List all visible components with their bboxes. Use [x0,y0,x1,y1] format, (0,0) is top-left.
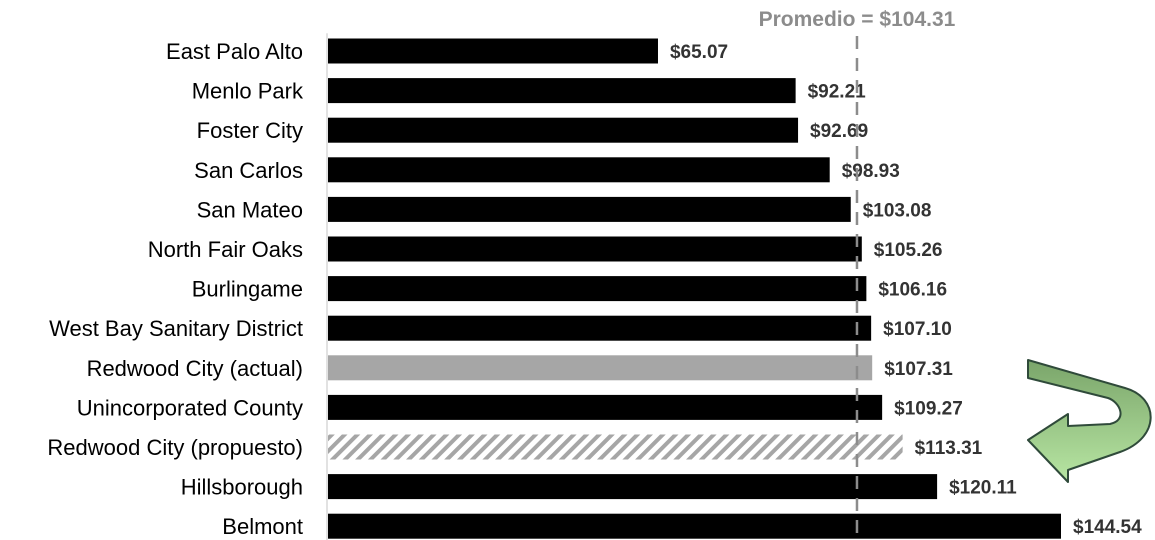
bar-west-bay-sanitary-district [328,315,872,341]
bar-belmont [328,513,1061,539]
category-label: Redwood City (actual) [87,356,303,381]
category-label: San Mateo [197,197,303,222]
category-label: East Palo Alto [166,39,303,64]
value-label: $98.93 [842,161,900,182]
curved-arrow-annotation [1027,359,1152,483]
value-label: $92.21 [808,82,867,103]
category-label: San Carlos [194,158,303,183]
bar-redwood-city-actual [328,355,873,381]
value-label: $144.54 [1073,517,1142,538]
category-label: Redwood City (propuesto) [47,435,303,460]
bar-hillsborough [328,474,938,500]
category-label: Foster City [197,118,303,143]
value-label: $109.27 [894,398,963,419]
bar-san-carlos [328,157,830,183]
value-label: $92.69 [810,121,868,142]
value-label: $105.26 [874,240,943,261]
category-label: Hillsborough [181,475,303,500]
category-label: West Bay Sanitary District [49,316,303,341]
bar-unincorporated-county [328,394,883,420]
bar-burlingame [328,276,867,302]
bar-north-fair-oaks [328,236,862,262]
bar-redwood-city-propuesto [328,434,903,460]
value-label: $106.16 [878,280,947,301]
category-label: Belmont [222,514,303,539]
average-label: Promedio = $104.31 [759,8,956,31]
value-label: $120.11 [949,478,1017,499]
category-label: Unincorporated County [77,395,303,420]
category-label: Menlo Park [192,79,304,104]
category-label: North Fair Oaks [148,237,303,262]
bar-san-mateo [328,196,851,222]
curved-arrow-icon [1027,359,1152,483]
value-label: $103.08 [863,200,932,221]
value-label: $113.31 [915,438,983,459]
value-label: $107.31 [884,359,953,380]
category-label: Burlingame [192,277,303,302]
value-label: $65.07 [670,42,728,63]
bar-east-palo-alto [328,38,658,64]
bar-foster-city [328,117,799,143]
value-label: $107.10 [883,319,952,340]
bar-menlo-park [328,78,796,104]
